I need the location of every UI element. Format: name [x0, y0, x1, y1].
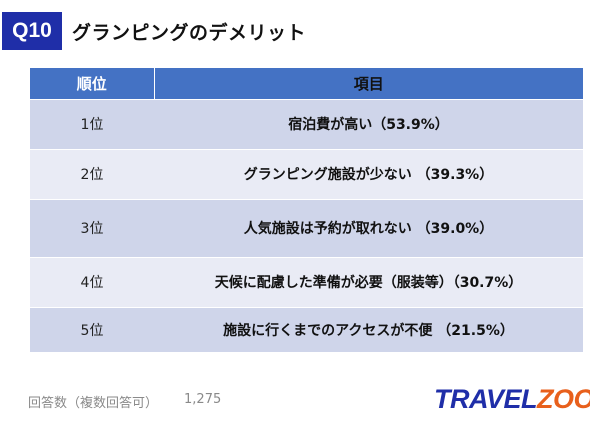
item-cell: 天候に配慮した準備が必要（服装等）（30.7%）: [154, 256, 583, 307]
table-row: 3位 人気施設は予約が取れない （39.0%）: [30, 198, 583, 257]
rank-cell: 1位: [30, 98, 154, 149]
ranking-table: 順位 項目 1位 宿泊費が高い（53.9%） 2位 グランピング施設が少ない （…: [30, 68, 583, 352]
table-row: 2位 グランピング施設が少ない （39.3%）: [30, 148, 583, 199]
page-title: グランピングのデメリット: [72, 21, 307, 44]
question-badge: Q10: [2, 12, 62, 50]
item-cell: 人気施設は予約が取れない （39.0%）: [154, 198, 583, 257]
table-row: 5位 施設に行くまでのアクセスが不便 （21.5%）: [30, 306, 583, 352]
rank-cell: 2位: [30, 148, 154, 199]
rank-cell: 4位: [30, 256, 154, 307]
footnote-label: 回答数（複数回答可）: [28, 396, 159, 411]
table-row: 1位 宿泊費が高い（53.9%）: [30, 98, 583, 149]
rank-cell: 5位: [30, 306, 154, 352]
item-cell: グランピング施設が少ない （39.3%）: [154, 148, 583, 199]
travelzoo-logo: TRAVEL ZOO ®: [434, 384, 590, 420]
table-header-row: 順位 項目: [30, 68, 583, 99]
table-row: 4位 天候に配慮した準備が必要（服装等）（30.7%）: [30, 256, 583, 307]
header-item: 項目: [353, 74, 384, 93]
footnote-value: 1,275: [184, 392, 222, 407]
response-count-note: 回答数（複数回答可） 1,275: [28, 392, 221, 411]
header-rank: 順位: [30, 68, 155, 99]
logo-text-zoo: ZOO: [537, 384, 590, 414]
logo-text-travel: TRAVEL: [434, 384, 538, 414]
item-cell: 宿泊費が高い（53.9%）: [154, 98, 583, 149]
item-cell: 施設に行くまでのアクセスが不便 （21.5%）: [154, 306, 583, 352]
rank-cell: 3位: [30, 198, 154, 257]
